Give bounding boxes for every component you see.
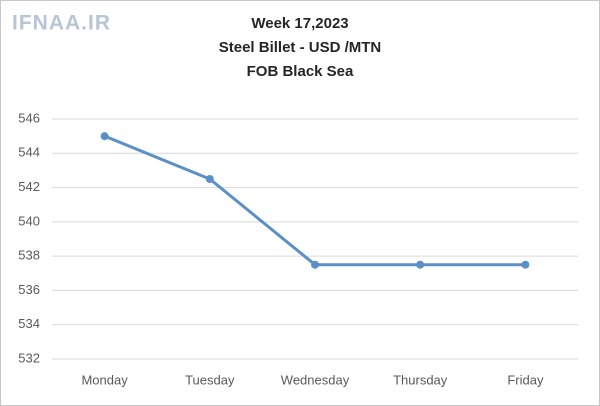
chart-title: FOB Black Sea: [247, 63, 354, 80]
point: [416, 260, 425, 269]
y-tick-label: 546: [18, 110, 40, 125]
y-tick-label: 534: [18, 316, 40, 331]
watermark: IFNAA.IR: [12, 12, 111, 35]
point: [311, 260, 319, 269]
x-tick-label: Friday: [507, 372, 544, 387]
point: [205, 175, 214, 183]
y-tick-label: 540: [18, 213, 40, 228]
point: [100, 132, 109, 141]
chart-title: Week 17,2023: [251, 15, 348, 32]
x-tick-label: Thursday: [393, 372, 448, 387]
y-tick-label: 536: [18, 282, 40, 297]
y-tick-label: 532: [18, 350, 40, 365]
chart-title: Steel Billet - USD /MTN: [219, 39, 382, 56]
x-tick-label: Wednesday: [281, 372, 350, 387]
y-tick-label: 542: [18, 179, 40, 194]
point: [521, 260, 530, 269]
y-tick-label: 544: [18, 145, 40, 160]
x-tick-label: Tuesday: [185, 372, 235, 387]
y-tick-label: 538: [18, 248, 40, 263]
x-tick-label: Monday: [81, 372, 128, 387]
